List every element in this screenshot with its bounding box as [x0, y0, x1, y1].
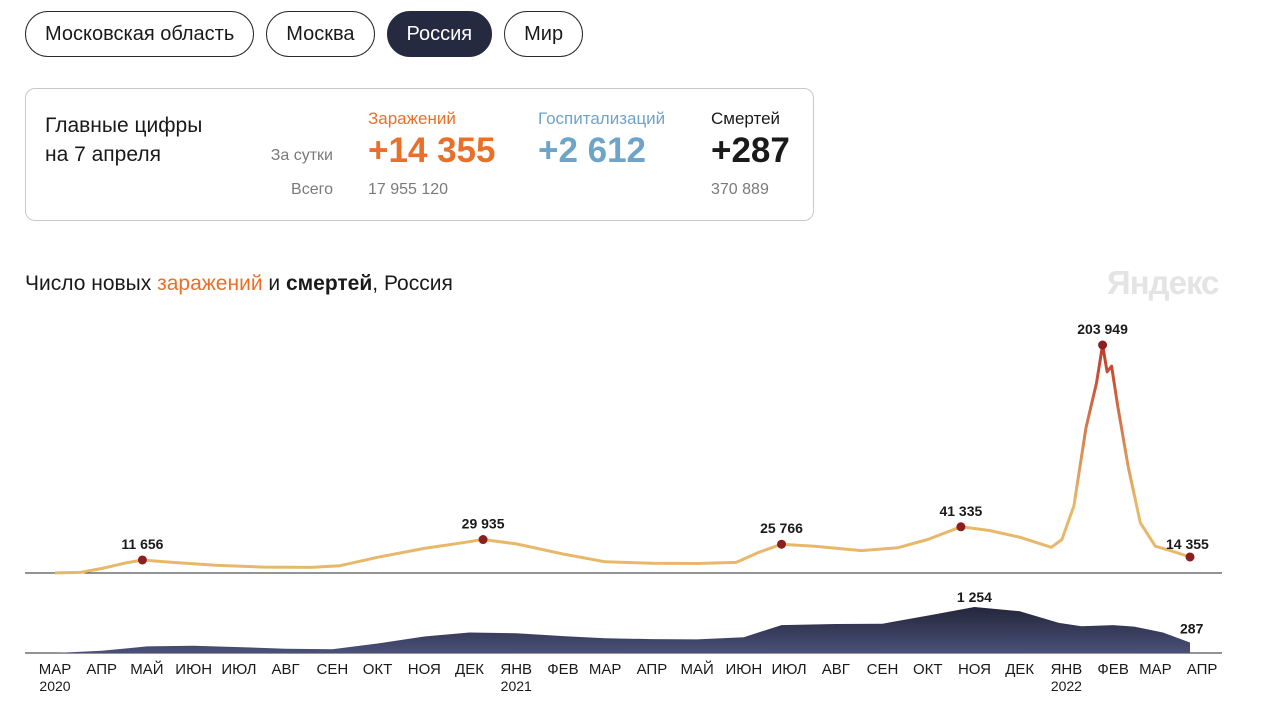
summary-title-line1: Главные цифры [45, 114, 203, 137]
infections-value-label: 203 949 [1077, 321, 1128, 337]
x-tick-label: ОКТ [913, 661, 943, 678]
x-tick-label: СЕН [867, 661, 899, 678]
infections-marker [1185, 552, 1195, 562]
x-tick-label: АВГ [822, 661, 850, 678]
tab-world[interactable]: Мир [504, 11, 584, 57]
chart-title-part2: и [262, 272, 286, 295]
infections-value-label: 25 766 [760, 520, 803, 536]
chart-title: Число новых заражений и смертей, Россия [25, 272, 453, 296]
summary-title-date: на 7 апреля [45, 143, 161, 166]
deaths-total: 370 889 [711, 181, 769, 198]
infections-marker [777, 539, 787, 549]
deaths-area [55, 607, 1190, 653]
tab-moscow-region[interactable]: Московская область [25, 11, 255, 57]
total-label: Всего [291, 181, 333, 198]
x-tick-label: ИЮЛ [772, 661, 807, 678]
infections-value-label: 29 935 [462, 516, 505, 532]
x-tick-label: АПР [86, 661, 117, 678]
x-tick-label: ФЕВ [1097, 661, 1128, 678]
infections-value-label: 14 355 [1166, 536, 1209, 552]
infections-label: Заражений [368, 109, 456, 128]
infections-value-label: 41 335 [939, 503, 982, 519]
chart-title-part1: Число новых [25, 272, 158, 295]
x-tick-label: ИЮЛ [221, 661, 256, 678]
x-tick-label: АПР [1187, 661, 1218, 678]
x-tick-label: МАР [1139, 661, 1172, 678]
deaths-label: Смертей [711, 109, 781, 128]
x-tick-label: МАР [39, 661, 72, 678]
x-tick-label: АВГ [272, 661, 300, 678]
chart-title-infections: заражений [157, 272, 263, 295]
hospitalizations-daily: +2 612 [538, 131, 647, 170]
daily-label: За сутки [270, 147, 333, 164]
x-tick-label: МАЙ [680, 660, 713, 678]
infections-total: 17 955 120 [368, 181, 449, 198]
summary-card: Главные цифры на 7 апреля За сутки Всего… [25, 88, 814, 221]
infections-marker [1098, 340, 1108, 350]
infections-marker [956, 522, 966, 532]
infections-marker [137, 555, 147, 565]
x-tick-label: МАР [589, 661, 622, 678]
infections-marker [478, 535, 488, 545]
x-tick-label: ИЮН [175, 661, 212, 678]
infections-value-label: 11 656 [121, 536, 163, 552]
x-year-label: 2020 [39, 678, 70, 694]
x-tick-label: СЕН [317, 661, 349, 678]
chart-title-deaths: смертей [285, 272, 373, 295]
x-tick-label: ЯНВ [500, 661, 532, 678]
deaths-value-label: 1 254 [957, 589, 992, 605]
x-year-label: 2021 [501, 678, 532, 694]
x-tick-label: ДЕК [1005, 661, 1034, 678]
x-tick-label: ИЮН [725, 661, 762, 678]
infections-line [54, 343, 1191, 575]
summary-title: Главные цифры на 7 апреля [45, 111, 202, 169]
hospitalizations-label: Госпитализаций [538, 109, 666, 128]
chart-title-part3: , Россия [372, 272, 453, 295]
region-tabs: Московская область Москва Россия Мир [25, 11, 584, 57]
x-tick-label: ОКТ [363, 661, 393, 678]
yandex-logo: Яндекс [1107, 264, 1219, 301]
x-tick-label: АПР [637, 661, 668, 678]
x-tick-label: МАЙ [130, 660, 163, 678]
infections-daily: +14 355 [368, 131, 496, 170]
x-tick-label: НОЯ [958, 661, 991, 678]
deaths-daily: +287 [711, 131, 790, 170]
tab-moscow[interactable]: Москва [266, 11, 375, 57]
x-year-label: 2022 [1051, 678, 1082, 694]
x-tick-label: НОЯ [408, 661, 441, 678]
x-tick-label: ДЕК [455, 661, 484, 678]
x-tick-label: ЯНВ [1051, 661, 1083, 678]
x-tick-label: ФЕВ [547, 661, 578, 678]
tab-russia[interactable]: Россия [386, 11, 493, 57]
deaths-value-label: 287 [1180, 620, 1204, 636]
